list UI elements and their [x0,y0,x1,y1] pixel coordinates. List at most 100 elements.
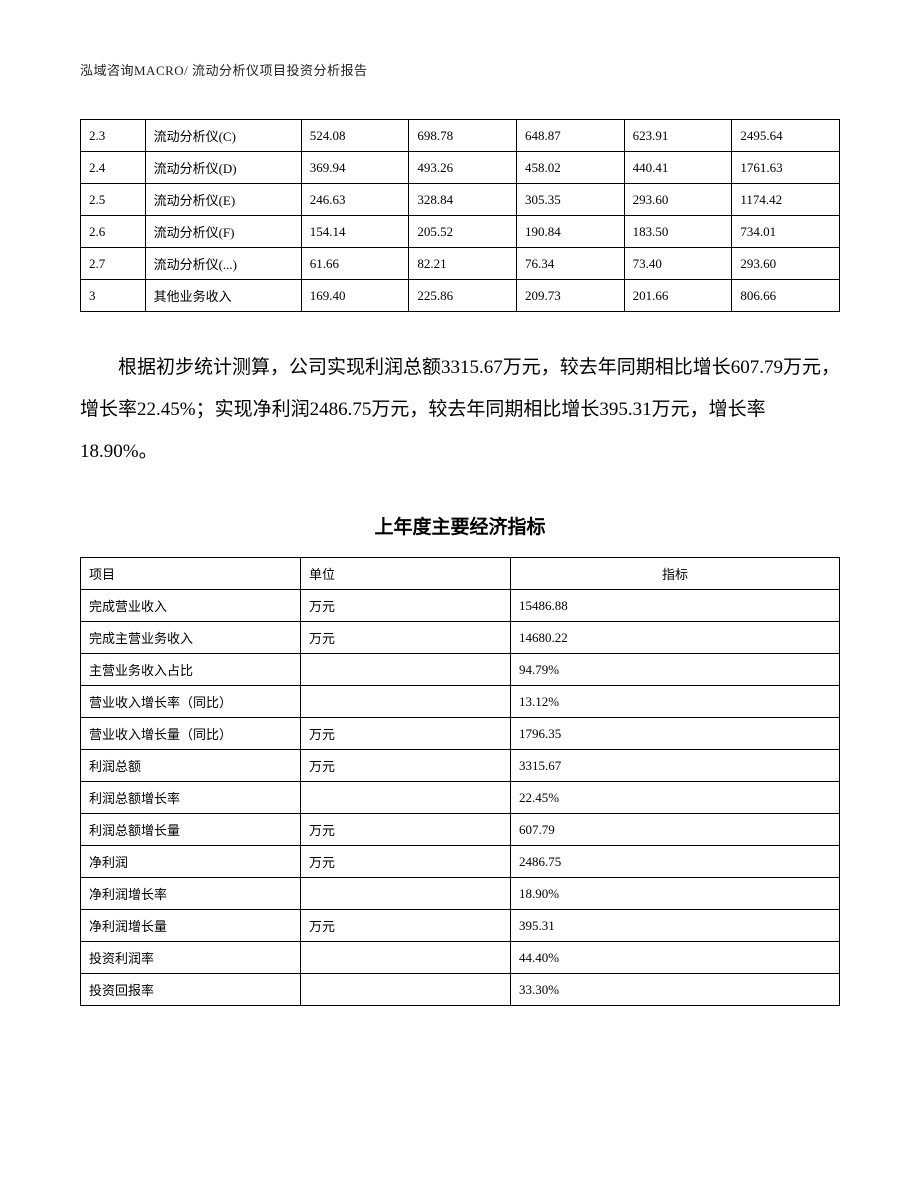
table-cell: 440.41 [624,152,732,184]
table-row: 2.3流动分析仪(C)524.08698.78648.87623.912495.… [81,120,840,152]
table-cell: 净利润增长量 [81,910,301,942]
table-cell: 734.01 [732,216,840,248]
table-cell: 3315.67 [511,750,840,782]
table-cell: 万元 [301,910,511,942]
table-row: 营业收入增长率（同比） 13.12% [81,686,840,718]
table-cell: 395.31 [511,910,840,942]
table-row: 利润总额增长率 22.45% [81,782,840,814]
table-cell: 净利润增长率 [81,878,301,910]
table-cell: 154.14 [301,216,409,248]
table-cell: 82.21 [409,248,517,280]
table-cell: 其他业务收入 [145,280,301,312]
table2-col-unit: 单位 [301,558,511,590]
table-cell: 22.45% [511,782,840,814]
table-row: 营业收入增长量（同比）万元1796.35 [81,718,840,750]
table-row: 2.6流动分析仪(F)154.14205.52190.84183.50734.0… [81,216,840,248]
table-cell: 流动分析仪(...) [145,248,301,280]
table-cell: 33.30% [511,974,840,1006]
table-row: 净利润增长量万元395.31 [81,910,840,942]
table-cell: 2.4 [81,152,146,184]
table1-body: 2.3流动分析仪(C)524.08698.78648.87623.912495.… [81,120,840,312]
table-cell [301,782,511,814]
table-cell [301,942,511,974]
table-cell: 万元 [301,846,511,878]
table-cell: 1796.35 [511,718,840,750]
table-cell: 2.5 [81,184,146,216]
table2-col-value: 指标 [511,558,840,590]
table-cell: 293.60 [624,184,732,216]
product-revenue-table: 2.3流动分析仪(C)524.08698.78648.87623.912495.… [80,119,840,312]
table-cell: 305.35 [517,184,625,216]
table-cell: 76.34 [517,248,625,280]
table-cell: 2486.75 [511,846,840,878]
table-cell: 利润总额 [81,750,301,782]
table-row: 净利润增长率 18.90% [81,878,840,910]
table-cell: 营业收入增长率（同比） [81,686,301,718]
economic-indicators-table: 项目 单位 指标 完成营业收入万元15486.88完成主营业务收入万元14680… [80,557,840,1006]
table-cell: 2.3 [81,120,146,152]
table-cell: 流动分析仪(C) [145,120,301,152]
table-row: 2.4流动分析仪(D)369.94493.26458.02440.411761.… [81,152,840,184]
table-cell: 1761.63 [732,152,840,184]
table-row: 3其他业务收入169.40225.86209.73201.66806.66 [81,280,840,312]
table-row: 2.5流动分析仪(E)246.63328.84305.35293.601174.… [81,184,840,216]
table-cell: 201.66 [624,280,732,312]
table-cell: 投资利润率 [81,942,301,974]
table-cell: 183.50 [624,216,732,248]
table-cell: 万元 [301,622,511,654]
table2-header-row: 项目 单位 指标 [81,558,840,590]
table-cell: 169.40 [301,280,409,312]
table-cell: 806.66 [732,280,840,312]
table-cell: 投资回报率 [81,974,301,1006]
table-cell: 18.90% [511,878,840,910]
table-cell: 利润总额增长量 [81,814,301,846]
table-cell: 3 [81,280,146,312]
table-cell: 648.87 [517,120,625,152]
table-row: 投资回报率 33.30% [81,974,840,1006]
table-row: 完成营业收入万元15486.88 [81,590,840,622]
table-cell: 205.52 [409,216,517,248]
table-cell: 净利润 [81,846,301,878]
table-cell: 493.26 [409,152,517,184]
table-cell: 万元 [301,750,511,782]
table-cell: 61.66 [301,248,409,280]
section-title: 上年度主要经济指标 [80,512,840,539]
document-header: 泓域咨询MACRO/ 流动分析仪项目投资分析报告 [80,60,840,79]
table-cell: 328.84 [409,184,517,216]
table-cell: 完成主营业务收入 [81,622,301,654]
table-row: 利润总额万元3315.67 [81,750,840,782]
table-cell: 13.12% [511,686,840,718]
table-cell: 1174.42 [732,184,840,216]
table-cell [301,686,511,718]
table-cell: 主营业务收入占比 [81,654,301,686]
table-cell: 万元 [301,590,511,622]
table2-body: 完成营业收入万元15486.88完成主营业务收入万元14680.22主营业务收入… [81,590,840,1006]
table-cell: 94.79% [511,654,840,686]
table-cell [301,654,511,686]
table-cell: 流动分析仪(F) [145,216,301,248]
table-row: 完成主营业务收入万元14680.22 [81,622,840,654]
table-cell: 225.86 [409,280,517,312]
table-cell: 2.6 [81,216,146,248]
table-cell: 190.84 [517,216,625,248]
table-row: 利润总额增长量万元607.79 [81,814,840,846]
table-cell: 209.73 [517,280,625,312]
table2-col-item: 项目 [81,558,301,590]
header-text: 泓域咨询MACRO/ 流动分析仪项目投资分析报告 [80,63,368,78]
table-row: 净利润万元2486.75 [81,846,840,878]
table-cell: 利润总额增长率 [81,782,301,814]
table-cell: 698.78 [409,120,517,152]
table-row: 主营业务收入占比 94.79% [81,654,840,686]
table-cell: 623.91 [624,120,732,152]
table-cell: 完成营业收入 [81,590,301,622]
table-cell: 流动分析仪(D) [145,152,301,184]
table-cell: 万元 [301,718,511,750]
table-cell: 458.02 [517,152,625,184]
summary-paragraph: 根据初步统计测算，公司实现利润总额3315.67万元，较去年同期相比增长607.… [80,347,840,472]
table-cell: 14680.22 [511,622,840,654]
table-cell: 246.63 [301,184,409,216]
table-cell: 流动分析仪(E) [145,184,301,216]
table-cell: 293.60 [732,248,840,280]
table-cell: 524.08 [301,120,409,152]
table-cell: 607.79 [511,814,840,846]
